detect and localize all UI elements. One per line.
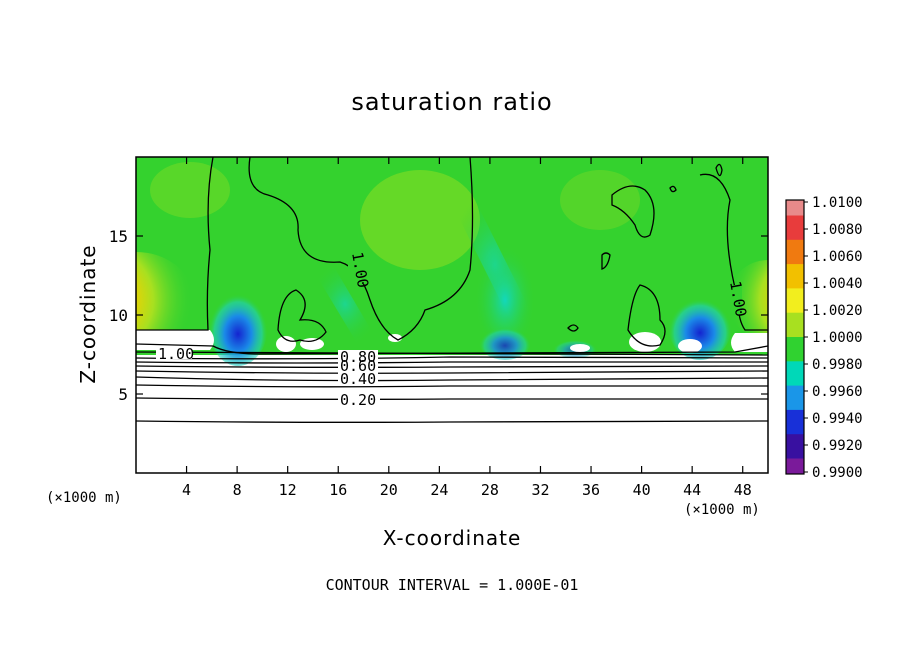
contour-label: 1.00	[158, 345, 194, 363]
colorbar-band	[786, 385, 804, 411]
contour-label: 0.40	[340, 370, 376, 388]
contour-label: 0.20	[340, 391, 376, 409]
x-tick-label: 44	[683, 481, 701, 499]
contour-1-00-tongue	[248, 157, 474, 341]
colorbar-band	[786, 458, 804, 475]
contour-label: 1.00	[348, 251, 372, 290]
contour-0-90	[136, 351, 768, 356]
colorbar-tick-label: 1.0000	[812, 330, 863, 346]
contour-label: 0.60	[340, 357, 376, 375]
x-tick-label: 40	[633, 481, 651, 499]
x-tick-label: 28	[481, 481, 499, 499]
contour-1-00-blob2	[627, 284, 666, 347]
x-tick-label: 36	[582, 481, 600, 499]
contour-1-00-blob1	[277, 289, 327, 343]
colorbar-band	[786, 337, 804, 362]
colorbar-band	[786, 409, 804, 435]
colorbar-tick-label: 1.0020	[812, 303, 863, 319]
colorbar-band	[786, 200, 804, 216]
saturation-field	[136, 157, 768, 473]
x-unit-label-right: (×1000 m)	[684, 502, 760, 518]
contour-1-00-right	[699, 173, 768, 331]
colorbar-band	[786, 215, 804, 241]
colorbar-tick-label: 0.9900	[812, 465, 863, 481]
x-tick-label: 20	[380, 481, 398, 499]
y-tick-label: 5	[118, 385, 128, 404]
y-tick-label: 15	[109, 227, 128, 246]
x-tick-label: 12	[279, 481, 297, 499]
colorbar-tick-label: 0.9940	[812, 411, 863, 427]
x-tick-label: 24	[430, 481, 448, 499]
contour-1-00-blob5	[567, 324, 579, 332]
contour-0-20	[136, 397, 768, 400]
colorbar-band	[786, 361, 804, 387]
colorbar-tick-label: 0.9960	[812, 384, 863, 400]
colorbar-band	[786, 434, 804, 459]
contour-1-00-blob6	[669, 185, 677, 193]
y-axis: 5 10 15	[109, 227, 768, 404]
contour-label: 1.00	[726, 280, 750, 319]
x-tick-label: 8	[233, 481, 242, 499]
colorbar-band	[786, 288, 804, 314]
x-tick-label: 32	[531, 481, 549, 499]
contour-0-70	[136, 361, 768, 364]
contour-0-10	[136, 420, 768, 423]
colorbar: 1.0100 1.0080 1.0060 1.0040 1.0020 1.0000 0.99…	[785, 195, 863, 481]
colorbar-band	[786, 312, 804, 338]
colorbar-tick-label: 1.0040	[812, 276, 863, 292]
x-tick-label: 16	[329, 481, 347, 499]
x-tick-label: 4	[182, 481, 191, 499]
contour-1-00-blob7	[715, 163, 723, 177]
contour-1-00-blob4	[601, 252, 611, 270]
contour-0-30	[136, 384, 768, 388]
x-axis-label: X-coordinate	[382, 526, 522, 550]
contour-0-60	[136, 365, 768, 368]
colorbar-tick-label: 1.0100	[812, 195, 863, 211]
x-axis: 4 8 12 16 20 24 28 32 36 40 44 48	[182, 157, 752, 499]
contour-0-40	[136, 376, 768, 382]
x-unit-label-left: (×1000 m)	[46, 490, 122, 506]
y-tick-label: 10	[109, 306, 128, 325]
contour-label-group: 1.00 1.00 1.00 0.80 0.60 0.40 0.20	[156, 250, 750, 409]
chart-title: saturation ratio	[351, 88, 553, 116]
contour-1-00-left	[136, 157, 214, 331]
contour-0-50	[136, 370, 768, 374]
x-tick-label: 48	[734, 481, 752, 499]
contour-1-00-blob3	[611, 185, 655, 238]
contour-lines	[136, 157, 768, 423]
colorbar-tick-label: 0.9980	[812, 357, 863, 373]
colorbar-band	[786, 264, 804, 289]
colorbar-tick-label: 1.0080	[812, 222, 863, 238]
contour-interval-note: CONTOUR INTERVAL = 1.000E-01	[325, 576, 579, 594]
colorbar-band	[786, 239, 804, 265]
contour-label: 0.80	[340, 348, 376, 366]
colorbar-tick-label: 0.9920	[812, 438, 863, 454]
colorbar-tick-label: 1.0060	[812, 249, 863, 265]
